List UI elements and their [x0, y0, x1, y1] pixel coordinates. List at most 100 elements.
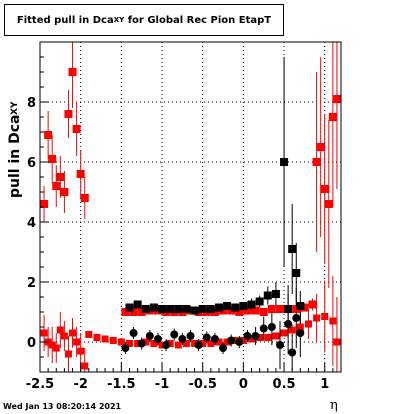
y-tick-label: 4 [27, 216, 36, 231]
y-tick-label: 8 [27, 96, 36, 111]
data-point [243, 306, 252, 315]
data-point [288, 326, 296, 334]
data-point [304, 320, 312, 328]
data-point [288, 348, 297, 357]
data-point [182, 340, 190, 347]
data-point [215, 338, 223, 346]
data-point [153, 335, 162, 343]
title-subscript: XY [113, 16, 125, 24]
data-point [121, 344, 130, 352]
data-point [255, 297, 264, 306]
data-point [142, 338, 150, 346]
data-point [271, 290, 280, 298]
data-point [280, 158, 289, 166]
data-point [121, 308, 130, 316]
data-point [227, 336, 236, 345]
data-point [199, 340, 207, 347]
data-point [231, 303, 240, 312]
data-point [40, 200, 49, 208]
data-point [214, 303, 223, 312]
tick-labels: -2.5 -2 -1.5 -1 -0.5 0 0.5 1 0 2 4 6 8 [26, 96, 329, 392]
data-point [69, 329, 77, 337]
data-point [137, 308, 146, 316]
x-tick-label: 0.5 [273, 377, 296, 392]
data-point [300, 303, 309, 312]
data-point [284, 320, 293, 328]
ylabel-subscript: XY [10, 101, 20, 115]
data-point [328, 113, 337, 121]
data-point [56, 326, 64, 334]
data-point [64, 110, 73, 118]
x-tick-label: -0.5 [188, 377, 216, 392]
data-point [235, 338, 244, 346]
x-tick-label: -1.5 [107, 377, 135, 392]
data-point [324, 200, 333, 208]
x-tick-label: -2.5 [26, 377, 54, 392]
data-point [207, 340, 215, 347]
data-point [170, 330, 179, 339]
data-point [174, 305, 183, 313]
data-point [149, 303, 158, 312]
data-point [48, 155, 57, 163]
data-markers [40, 68, 341, 370]
data-point [313, 314, 321, 322]
data-point [60, 332, 68, 340]
data-point [316, 143, 325, 151]
data-point [162, 341, 171, 349]
data-point [288, 245, 297, 253]
data-point [178, 308, 187, 316]
data-point [251, 306, 260, 315]
data-point [81, 362, 89, 370]
data-point [80, 194, 89, 202]
data-point [145, 332, 154, 340]
data-point [178, 335, 187, 343]
data-point [186, 332, 195, 340]
data-point [85, 331, 93, 338]
timestamp: Wed Jan 13 08:20:14 2021 [3, 402, 122, 411]
data-point [210, 308, 219, 316]
data-point [170, 308, 179, 316]
data-point [40, 329, 48, 337]
data-point [129, 329, 138, 337]
data-point [248, 335, 256, 343]
data-point [263, 291, 272, 300]
data-point [235, 308, 244, 316]
data-point [206, 305, 215, 313]
data-point [191, 340, 199, 347]
data-point [219, 306, 228, 315]
data-point [137, 339, 146, 348]
data-point [153, 306, 162, 315]
title-main: Fitted pull in Dca [16, 14, 114, 26]
data-point [166, 305, 175, 313]
data-point [251, 332, 260, 340]
x-tick-label: -2 [73, 377, 87, 392]
data-point [125, 303, 134, 312]
error-bars [43, 42, 338, 372]
data-point [141, 305, 150, 313]
data-point [332, 95, 341, 103]
data-point [296, 302, 305, 310]
data-point [101, 335, 109, 343]
data-point [134, 340, 142, 347]
data-point [321, 313, 329, 320]
data-point [223, 338, 231, 346]
data-point [223, 302, 232, 310]
data-point [292, 314, 301, 322]
data-point [320, 185, 329, 193]
data-point [52, 344, 60, 352]
data-point [77, 347, 85, 355]
axis-ticks [39, 56, 334, 373]
data-point [60, 188, 69, 196]
y-tick-label: 2 [27, 276, 36, 291]
data-point [52, 182, 61, 190]
data-point [247, 300, 256, 309]
data-point [64, 350, 72, 358]
data-point [158, 341, 166, 349]
data-point [243, 332, 252, 340]
data-point [275, 305, 284, 313]
x-tick-label: -1 [155, 377, 169, 392]
data-point [133, 300, 142, 309]
data-point [284, 305, 293, 313]
y-tick-label: 0 [27, 336, 36, 351]
